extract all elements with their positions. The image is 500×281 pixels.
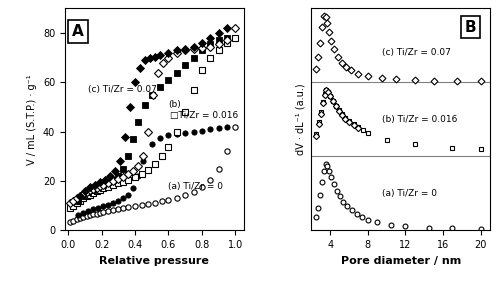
Y-axis label: dV · dL⁻¹ (a.u.): dV · dL⁻¹ (a.u.) (296, 84, 306, 155)
Text: (c) Ti/Zr = 0.07: (c) Ti/Zr = 0.07 (382, 48, 451, 57)
Text: (a) Ti/Zr = 0: (a) Ti/Zr = 0 (168, 182, 224, 191)
X-axis label: Relative pressure: Relative pressure (100, 256, 209, 266)
Text: (c) Ti/Zr = 0.07: (c) Ti/Zr = 0.07 (88, 85, 157, 94)
Text: (b): (b) (168, 100, 181, 109)
Text: (a) Ti/Zr = 0: (a) Ti/Zr = 0 (382, 189, 437, 198)
Text: (b) Ti/Zr = 0.016: (b) Ti/Zr = 0.016 (382, 115, 458, 124)
Text: A: A (72, 24, 84, 39)
Text: B: B (465, 20, 476, 35)
Text: □Ti/Zr = 0.016: □Ti/Zr = 0.016 (170, 111, 238, 120)
X-axis label: Pore diameter / nm: Pore diameter / nm (340, 256, 461, 266)
Y-axis label: V / mL (S.T.P.) · g⁻¹: V / mL (S.T.P.) · g⁻¹ (28, 74, 38, 165)
